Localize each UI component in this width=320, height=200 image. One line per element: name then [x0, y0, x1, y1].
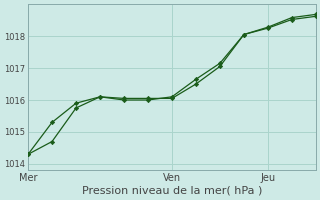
X-axis label: Pression niveau de la mer( hPa ): Pression niveau de la mer( hPa ): [82, 186, 262, 196]
